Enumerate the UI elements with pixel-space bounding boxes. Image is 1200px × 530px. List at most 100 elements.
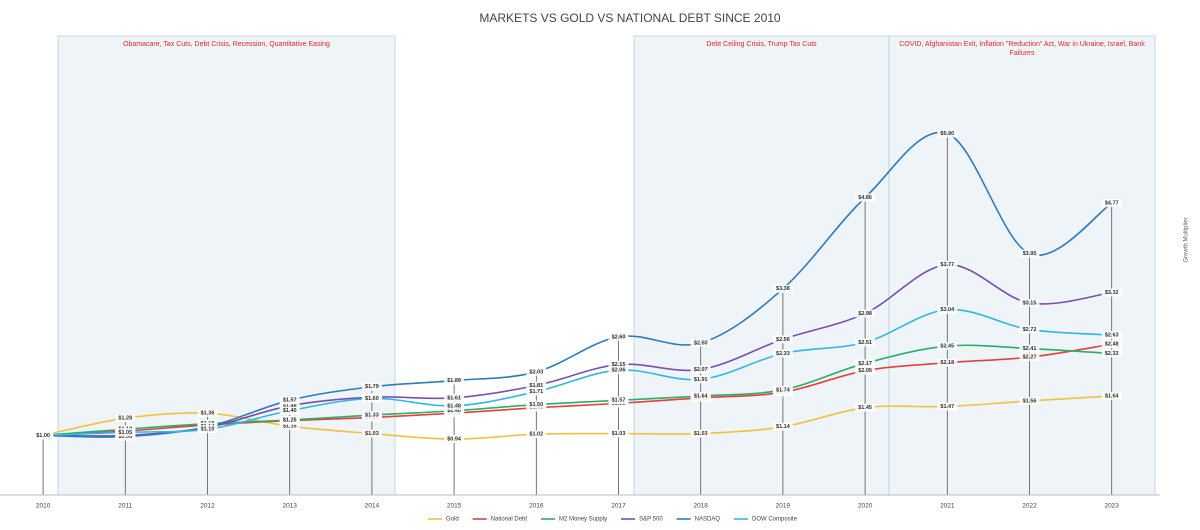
data-label-bg: [1101, 340, 1122, 349]
data-label-bg: [279, 422, 300, 431]
data-label-group: $1.79: [361, 382, 382, 391]
data-label: $1.56: [1023, 398, 1037, 404]
data-label: $1.28: [118, 416, 132, 422]
data-label-bg: [937, 358, 958, 367]
data-label-bg: [115, 432, 136, 441]
data-label-bg: [279, 416, 300, 424]
data-label: $2.48: [1105, 342, 1119, 348]
data-label: $2.98: [858, 311, 872, 317]
data-label: $1.50: [529, 402, 543, 408]
data-label: $1.02: [529, 432, 543, 438]
data-label-group: $4.77: [1101, 199, 1122, 208]
data-label: $2.60: [612, 334, 626, 340]
data-label-group: $2.33: [772, 349, 793, 358]
data-label-group: $1.45: [855, 403, 876, 412]
data-label-group: $2.17: [855, 359, 876, 368]
data-label-bg: [690, 429, 711, 438]
data-label-group: $1.40: [279, 406, 300, 415]
annotation: Obamacare, Tax Cuts, Debt Crisis, Recess…: [123, 41, 330, 48]
data-label-bg: [937, 305, 958, 314]
data-label-bg: [855, 193, 876, 202]
data-label-group: $2.60: [608, 332, 629, 341]
data-label-bg: [690, 375, 711, 384]
data-label: $4.77: [1105, 201, 1119, 207]
data-label-group: $2.72: [1019, 325, 1040, 334]
x-tick-label: 2010: [36, 503, 51, 510]
data-label-bg: [937, 402, 958, 411]
data-label: $1.64: [1105, 393, 1120, 399]
data-label: $2.63: [1105, 332, 1119, 338]
data-label: $2.15: [612, 362, 626, 368]
data-label-group: $1.15: [279, 422, 300, 431]
data-label: $2.51: [858, 340, 872, 346]
x-tick-label: 2017: [611, 503, 626, 510]
data-label-group: $1.05: [115, 428, 136, 437]
data-label-bg: [855, 366, 876, 375]
data-label-bg: [772, 335, 793, 344]
data-label: $1.79: [365, 384, 379, 390]
data-label: $1.05: [118, 430, 132, 436]
data-label-bg: [608, 396, 629, 405]
y-axis-title: Growth Multiplier: [1184, 217, 1190, 262]
data-label: $3.77: [940, 262, 954, 268]
data-label: $1.91: [694, 377, 708, 383]
data-label: $1.03: [612, 431, 626, 437]
data-label: $1.89: [447, 378, 461, 384]
data-label-bg: [526, 387, 547, 396]
period-box: [888, 35, 1156, 496]
x-tick-label: 2012: [200, 503, 215, 510]
data-label-group: $1.14: [772, 422, 793, 431]
data-label-bg: [444, 401, 465, 410]
data-label-bg: [361, 394, 382, 403]
annotation: Debt Ceiling Crisis, Trump Tax Cuts: [706, 41, 817, 48]
x-tick-label: 2015: [447, 503, 462, 510]
data-label-bg: [1101, 391, 1122, 400]
data-label-bg: [115, 414, 136, 423]
data-label-group: $1.02: [526, 430, 547, 439]
data-label: $3.15: [1023, 300, 1037, 306]
data-label: $2.33: [776, 351, 790, 357]
data-label-group: $1.33: [361, 411, 382, 420]
data-label-bg: [1019, 298, 1040, 307]
data-label-group: $1.47: [937, 402, 958, 411]
data-label-group: $1.50: [526, 400, 547, 409]
data-label-bg: [526, 430, 547, 439]
data-label-bg: [690, 339, 711, 347]
data-label-bg: [608, 360, 629, 369]
data-label-group: $1.56: [1019, 396, 1040, 405]
legend-label: M2 Money Supply: [559, 517, 607, 523]
data-label: $2.56: [776, 337, 790, 343]
data-label-group: $2.18: [937, 358, 958, 367]
data-label-group: $3.95: [1019, 249, 1040, 258]
data-label-bg: [444, 435, 465, 444]
data-label: $2.41: [1023, 346, 1037, 352]
data-label-group: $2.63: [1101, 330, 1122, 339]
x-tick-label: 2021: [940, 503, 955, 510]
data-label-group: $2.45: [937, 342, 958, 351]
data-label-group: $2.33: [1101, 349, 1122, 358]
data-label-bg: [197, 425, 218, 434]
annotation-box: Obamacare, Tax Cuts, Debt Crisis, Recess…: [123, 41, 330, 48]
data-label-bg: [772, 422, 793, 431]
data-label: $1.48: [283, 403, 297, 409]
data-label-bg: [772, 284, 793, 293]
data-label-bg: [1101, 349, 1122, 358]
data-label-bg: [937, 342, 958, 351]
data-label-group: $3.04: [937, 305, 958, 314]
data-label: $2.72: [1023, 327, 1037, 333]
data-label: $1.03: [365, 431, 379, 437]
data-label-group: $1.28: [115, 414, 136, 423]
data-label-group: $3.38: [772, 284, 793, 293]
data-label: $1.57: [612, 398, 626, 404]
data-label: $2.05: [858, 368, 872, 374]
data-label-group: $2.06: [608, 366, 629, 375]
data-label-bg: [526, 367, 547, 376]
data-label: $3.38: [776, 286, 790, 292]
data-label-group: $2.56: [772, 335, 793, 344]
data-label: $1.14: [776, 424, 791, 430]
data-label-bg: [526, 400, 547, 409]
data-label-group: $1.74: [772, 385, 793, 394]
data-label-bg: [772, 349, 793, 358]
